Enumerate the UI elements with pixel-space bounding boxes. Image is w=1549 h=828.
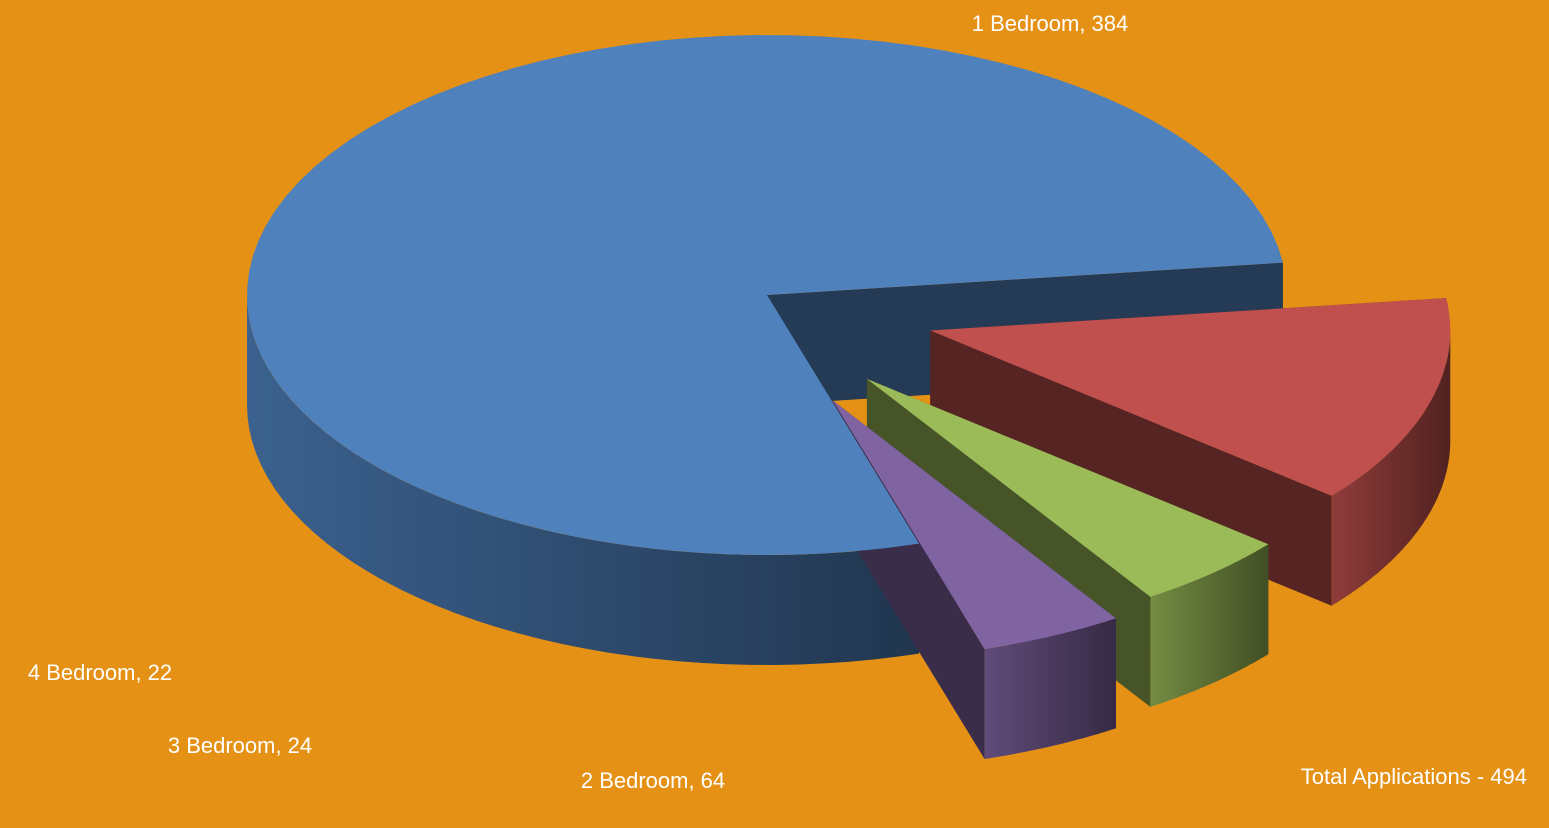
slice-1-bedroom <box>247 35 1283 555</box>
slice-side-2-bedroom <box>1331 330 1451 606</box>
total-applications-label: Total Applications - 494 <box>1300 764 1527 789</box>
slice-3-bedroom <box>866 378 1269 597</box>
slice-side-3-bedroom <box>1150 544 1269 707</box>
slice-side-1-bedroom <box>247 295 920 665</box>
slice-label-4-bedroom: 4 Bedroom, 22 <box>28 660 172 685</box>
slice-label-3-bedroom: 3 Bedroom, 24 <box>168 733 312 758</box>
slice-label-2-bedroom: 2 Bedroom, 64 <box>581 768 725 793</box>
slice-2-bedroom <box>930 298 1451 496</box>
slice-side-4-bedroom <box>984 618 1117 759</box>
slice-4-bedroom <box>832 400 1117 649</box>
slice-label-1-bedroom: 1 Bedroom, 384 <box>972 11 1129 36</box>
